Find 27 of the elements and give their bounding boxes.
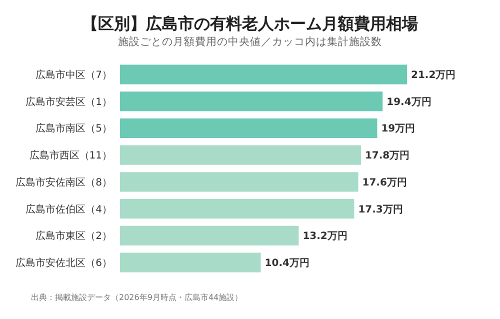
y-tick-label: 広島市安芸区（1） (26, 96, 112, 108)
chart-title: 【区別】広島市の有料老人ホーム月額費用相場 (82, 14, 418, 33)
y-tick-label: 広島市安佐北区（6） (16, 257, 112, 270)
data-label: 19.4万円 (386, 96, 432, 108)
data-label: 10.4万円 (264, 258, 310, 270)
source-note: 出典：掲載施設データ（2026年9月時点・広島市44施設） (31, 293, 243, 302)
data-label: 17.8万円 (364, 150, 410, 162)
bar (120, 92, 383, 112)
data-label: 17.3万円 (358, 204, 403, 216)
y-tick-label: 広島市佐伯区（4） (26, 203, 112, 216)
bar (120, 198, 354, 219)
bar (120, 172, 358, 192)
y-tick-label: 広島市西区（11） (29, 150, 112, 162)
bar (120, 226, 299, 246)
data-label: 13.2万円 (302, 231, 348, 242)
y-tick-label: 広島市安佐南区（8） (16, 176, 112, 188)
y-tick-label: 広島市中区（7） (36, 68, 112, 81)
y-tick-label: 広島市東区（2） (36, 230, 112, 242)
data-label: 19万円 (381, 124, 416, 135)
bar (120, 252, 261, 272)
bar (120, 64, 407, 84)
chart-subtitle: 施設ごとの月額費用の中央値／カッコ内は集計施設数 (118, 35, 382, 48)
bar (120, 145, 361, 165)
data-label: 21.2万円 (411, 70, 456, 81)
data-label: 17.6万円 (362, 177, 407, 188)
y-tick-label: 広島市南区（5） (36, 122, 112, 135)
bar (120, 118, 378, 138)
